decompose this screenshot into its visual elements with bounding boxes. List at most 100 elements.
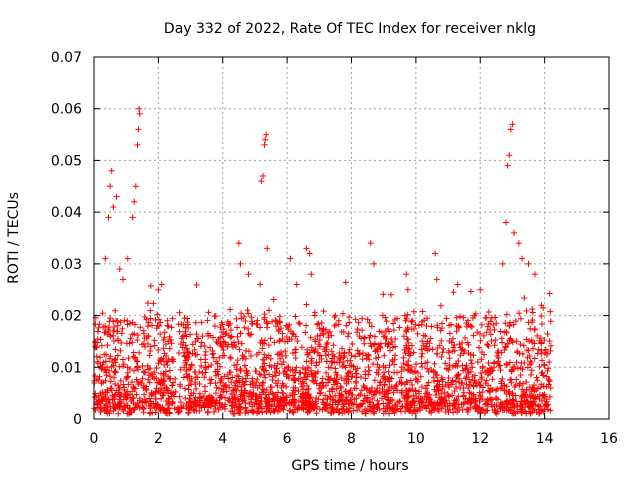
data-point (317, 332, 324, 339)
data-point (445, 347, 452, 354)
data-point (360, 382, 367, 389)
data-point (136, 110, 143, 117)
data-point (354, 329, 361, 336)
data-point (257, 281, 264, 288)
data-point (220, 346, 227, 353)
data-point (431, 386, 438, 393)
data-point (509, 410, 516, 417)
data-point (470, 352, 477, 359)
data-point (227, 355, 234, 362)
data-point (538, 302, 545, 309)
data-point (509, 404, 516, 411)
data-point (478, 321, 485, 328)
data-point (259, 363, 266, 370)
data-point (324, 339, 331, 346)
data-point (235, 396, 242, 403)
data-point (540, 392, 547, 399)
data-point (245, 310, 252, 317)
data-point (158, 281, 165, 288)
data-point (136, 105, 143, 112)
data-point (532, 394, 539, 401)
data-point (422, 385, 429, 392)
data-point (214, 360, 221, 367)
data-point (447, 321, 454, 328)
data-point (125, 410, 132, 417)
data-point (493, 410, 500, 417)
data-point (255, 404, 262, 411)
data-point (410, 406, 417, 413)
data-point (186, 395, 193, 402)
data-point (474, 359, 481, 366)
data-point (400, 360, 407, 367)
data-point (111, 374, 118, 381)
data-point (477, 286, 484, 293)
data-point (478, 370, 485, 377)
data-point (482, 315, 489, 322)
data-point (303, 322, 310, 329)
data-point (263, 407, 270, 414)
data-point (116, 403, 123, 410)
data-point (293, 281, 300, 288)
data-point (189, 341, 196, 348)
data-point (117, 347, 124, 354)
data-point (92, 373, 99, 380)
data-point (523, 394, 530, 401)
data-point (489, 376, 496, 383)
data-point (507, 376, 514, 383)
data-point (359, 327, 366, 334)
data-point (446, 355, 453, 362)
data-point (508, 337, 515, 344)
data-point (349, 340, 356, 347)
data-point (380, 369, 387, 376)
data-point (402, 392, 409, 399)
x-tick-label: 10 (407, 431, 425, 447)
data-point (306, 405, 313, 412)
data-point (526, 404, 533, 411)
data-point (106, 355, 113, 362)
data-point (98, 396, 105, 403)
data-point (542, 346, 549, 353)
data-point (139, 341, 146, 348)
data-point (439, 385, 446, 392)
data-point (161, 329, 168, 336)
data-point (186, 351, 193, 357)
data-point (457, 313, 464, 320)
data-point (345, 330, 352, 337)
data-point (166, 409, 173, 416)
data-point (398, 408, 405, 415)
data-point (434, 372, 441, 379)
data-point (404, 311, 411, 318)
data-point (127, 394, 134, 401)
data-point (390, 327, 397, 334)
data-point (286, 400, 293, 407)
data-point (517, 371, 524, 378)
data-point (152, 402, 159, 409)
data-point (287, 392, 294, 399)
data-point (424, 315, 431, 322)
data-point (200, 393, 207, 400)
data-point (118, 400, 125, 407)
data-point (129, 331, 136, 338)
data-point (147, 307, 154, 314)
data-point (143, 316, 150, 323)
data-point (369, 384, 376, 391)
data-point (283, 334, 290, 341)
data-point (523, 347, 530, 354)
data-point (303, 245, 310, 252)
data-point (527, 401, 534, 408)
data-point (487, 326, 494, 333)
y-tick-label: 0 (73, 412, 82, 428)
data-point (495, 358, 502, 365)
data-point (131, 367, 138, 374)
data-point (123, 340, 130, 347)
data-point (509, 390, 516, 397)
data-point (407, 377, 414, 384)
data-point (434, 383, 441, 390)
data-point (216, 363, 223, 370)
data-point (185, 355, 192, 362)
data-point (326, 388, 333, 395)
data-point (543, 373, 550, 380)
data-point (405, 366, 412, 373)
data-point (510, 397, 517, 404)
data-point (111, 356, 118, 363)
